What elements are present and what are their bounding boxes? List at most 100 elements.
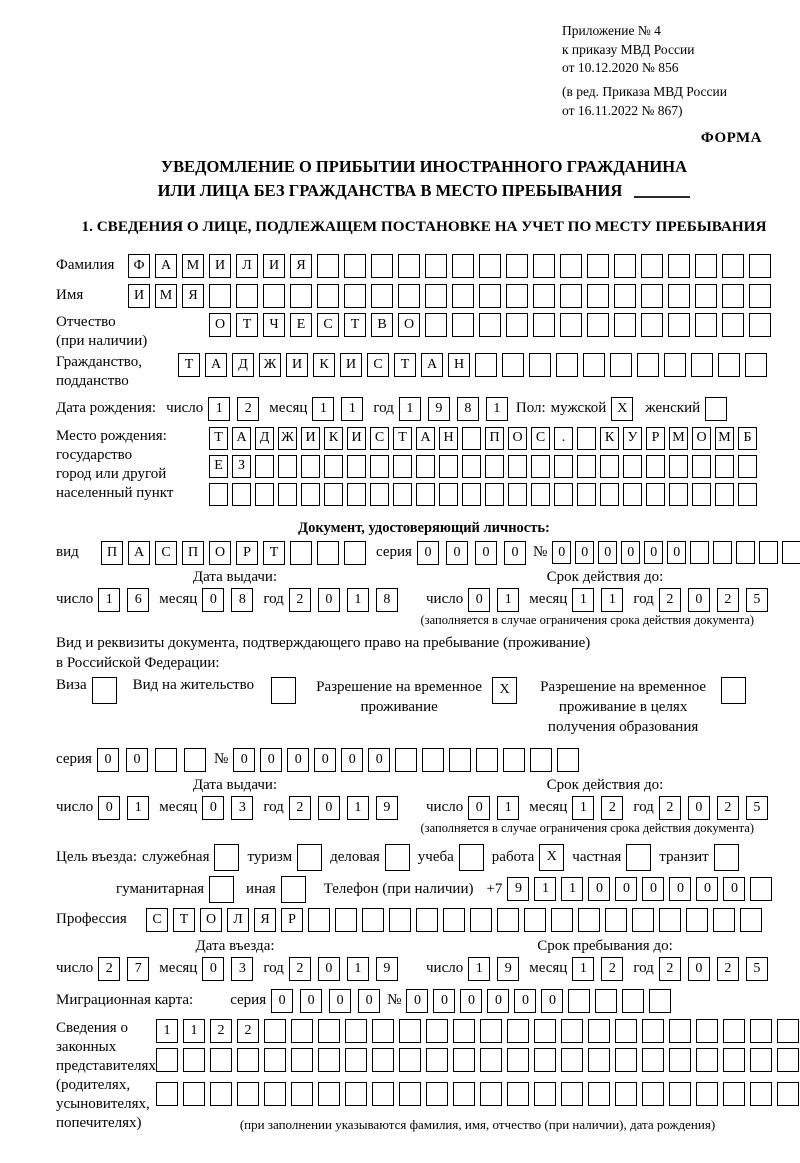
- char-cell[interactable]: А: [128, 540, 150, 565]
- char-cell[interactable]: 0: [271, 988, 294, 1013]
- char-cell[interactable]: [452, 283, 474, 308]
- char-cell[interactable]: 8: [375, 587, 398, 612]
- char-cell[interactable]: [264, 1081, 286, 1106]
- char-cell[interactable]: 0: [541, 988, 564, 1013]
- char-cell[interactable]: М: [182, 253, 204, 278]
- char-cell[interactable]: [344, 283, 366, 308]
- char-cell[interactable]: [533, 283, 555, 308]
- char-cell[interactable]: [534, 1047, 556, 1072]
- char-cell[interactable]: Л: [227, 907, 249, 932]
- char-cell[interactable]: [577, 426, 596, 450]
- char-cell[interactable]: [642, 1081, 664, 1106]
- char-cell[interactable]: [623, 482, 642, 506]
- char-cell[interactable]: [291, 1081, 313, 1106]
- char-cell[interactable]: 1: [485, 396, 508, 421]
- purpose-work-checkbox[interactable]: X: [539, 843, 565, 871]
- char-cell[interactable]: Б: [738, 426, 757, 450]
- char-cell[interactable]: [588, 1047, 610, 1072]
- char-cell[interactable]: [255, 454, 274, 478]
- char-cell[interactable]: 0: [575, 541, 595, 565]
- char-cell[interactable]: С: [146, 907, 168, 932]
- char-cell[interactable]: [722, 312, 744, 337]
- char-cell[interactable]: [154, 747, 177, 772]
- char-cell[interactable]: [318, 1081, 340, 1106]
- char-cell[interactable]: [696, 1018, 718, 1043]
- char-cell[interactable]: [695, 253, 717, 278]
- char-cell[interactable]: [317, 540, 339, 565]
- char-cell[interactable]: [614, 253, 636, 278]
- char-cell[interactable]: [646, 454, 665, 478]
- char-cell[interactable]: [668, 312, 690, 337]
- char-cell[interactable]: [561, 1047, 583, 1072]
- char-cell[interactable]: 9: [375, 795, 398, 820]
- char-cell[interactable]: [209, 875, 235, 903]
- char-cell[interactable]: [426, 1081, 448, 1106]
- char-cell[interactable]: 2: [716, 795, 739, 820]
- char-cell[interactable]: 0: [687, 795, 710, 820]
- char-cell[interactable]: П: [485, 426, 504, 450]
- char-cell[interactable]: [605, 907, 627, 932]
- char-cell[interactable]: [632, 907, 654, 932]
- char-cell[interactable]: [210, 1047, 232, 1072]
- char-cell[interactable]: [370, 454, 389, 478]
- char-cell[interactable]: [508, 482, 527, 506]
- char-cell[interactable]: [557, 747, 580, 772]
- char-cell[interactable]: [705, 396, 728, 421]
- char-cell[interactable]: 0: [317, 956, 340, 981]
- char-cell[interactable]: [156, 1047, 178, 1072]
- char-cell[interactable]: [479, 312, 501, 337]
- char-cell[interactable]: Т: [394, 352, 416, 377]
- char-cell[interactable]: Я: [182, 283, 204, 308]
- char-cell[interactable]: [668, 253, 690, 278]
- char-cell[interactable]: 0: [487, 988, 510, 1013]
- char-cell[interactable]: [560, 283, 582, 308]
- char-cell[interactable]: [372, 1081, 394, 1106]
- char-cell[interactable]: [713, 541, 733, 565]
- char-cell[interactable]: X: [492, 676, 518, 704]
- char-cell[interactable]: [371, 283, 393, 308]
- char-cell[interactable]: [691, 352, 713, 377]
- char-cell[interactable]: 1: [572, 956, 595, 981]
- char-cell[interactable]: 0: [125, 747, 148, 772]
- char-cell[interactable]: 2: [658, 795, 681, 820]
- char-cell[interactable]: [750, 1018, 772, 1043]
- char-cell[interactable]: М: [715, 426, 734, 450]
- char-cell[interactable]: [425, 253, 447, 278]
- char-cell[interactable]: [723, 1018, 745, 1043]
- char-cell[interactable]: [462, 426, 481, 450]
- char-cell[interactable]: [692, 482, 711, 506]
- char-cell[interactable]: [659, 907, 681, 932]
- char-cell[interactable]: [738, 482, 757, 506]
- char-cell[interactable]: [236, 283, 258, 308]
- char-cell[interactable]: 1: [468, 956, 491, 981]
- char-cell[interactable]: [290, 540, 312, 565]
- char-cell[interactable]: [416, 482, 435, 506]
- char-cell[interactable]: [695, 312, 717, 337]
- char-cell[interactable]: А: [155, 253, 177, 278]
- char-cell[interactable]: [561, 1081, 583, 1106]
- char-cell[interactable]: С: [370, 426, 389, 450]
- char-cell[interactable]: Т: [178, 352, 200, 377]
- char-cell[interactable]: [485, 482, 504, 506]
- char-cell[interactable]: Л: [236, 253, 258, 278]
- char-cell[interactable]: [610, 352, 632, 377]
- char-cell[interactable]: 0: [468, 795, 491, 820]
- gender-female-checkbox[interactable]: [705, 396, 728, 421]
- char-cell[interactable]: Т: [173, 907, 195, 932]
- char-cell[interactable]: [301, 482, 320, 506]
- char-cell[interactable]: [506, 312, 528, 337]
- temp-residence-permit-checkbox[interactable]: X: [492, 676, 518, 704]
- char-cell[interactable]: [291, 1018, 313, 1043]
- char-cell[interactable]: 0: [615, 877, 638, 902]
- char-cell[interactable]: [156, 1081, 178, 1106]
- char-cell[interactable]: [416, 907, 438, 932]
